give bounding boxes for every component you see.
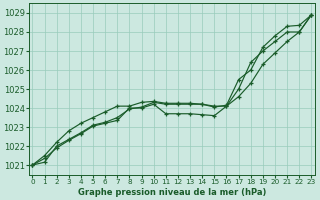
X-axis label: Graphe pression niveau de la mer (hPa): Graphe pression niveau de la mer (hPa) <box>78 188 266 197</box>
